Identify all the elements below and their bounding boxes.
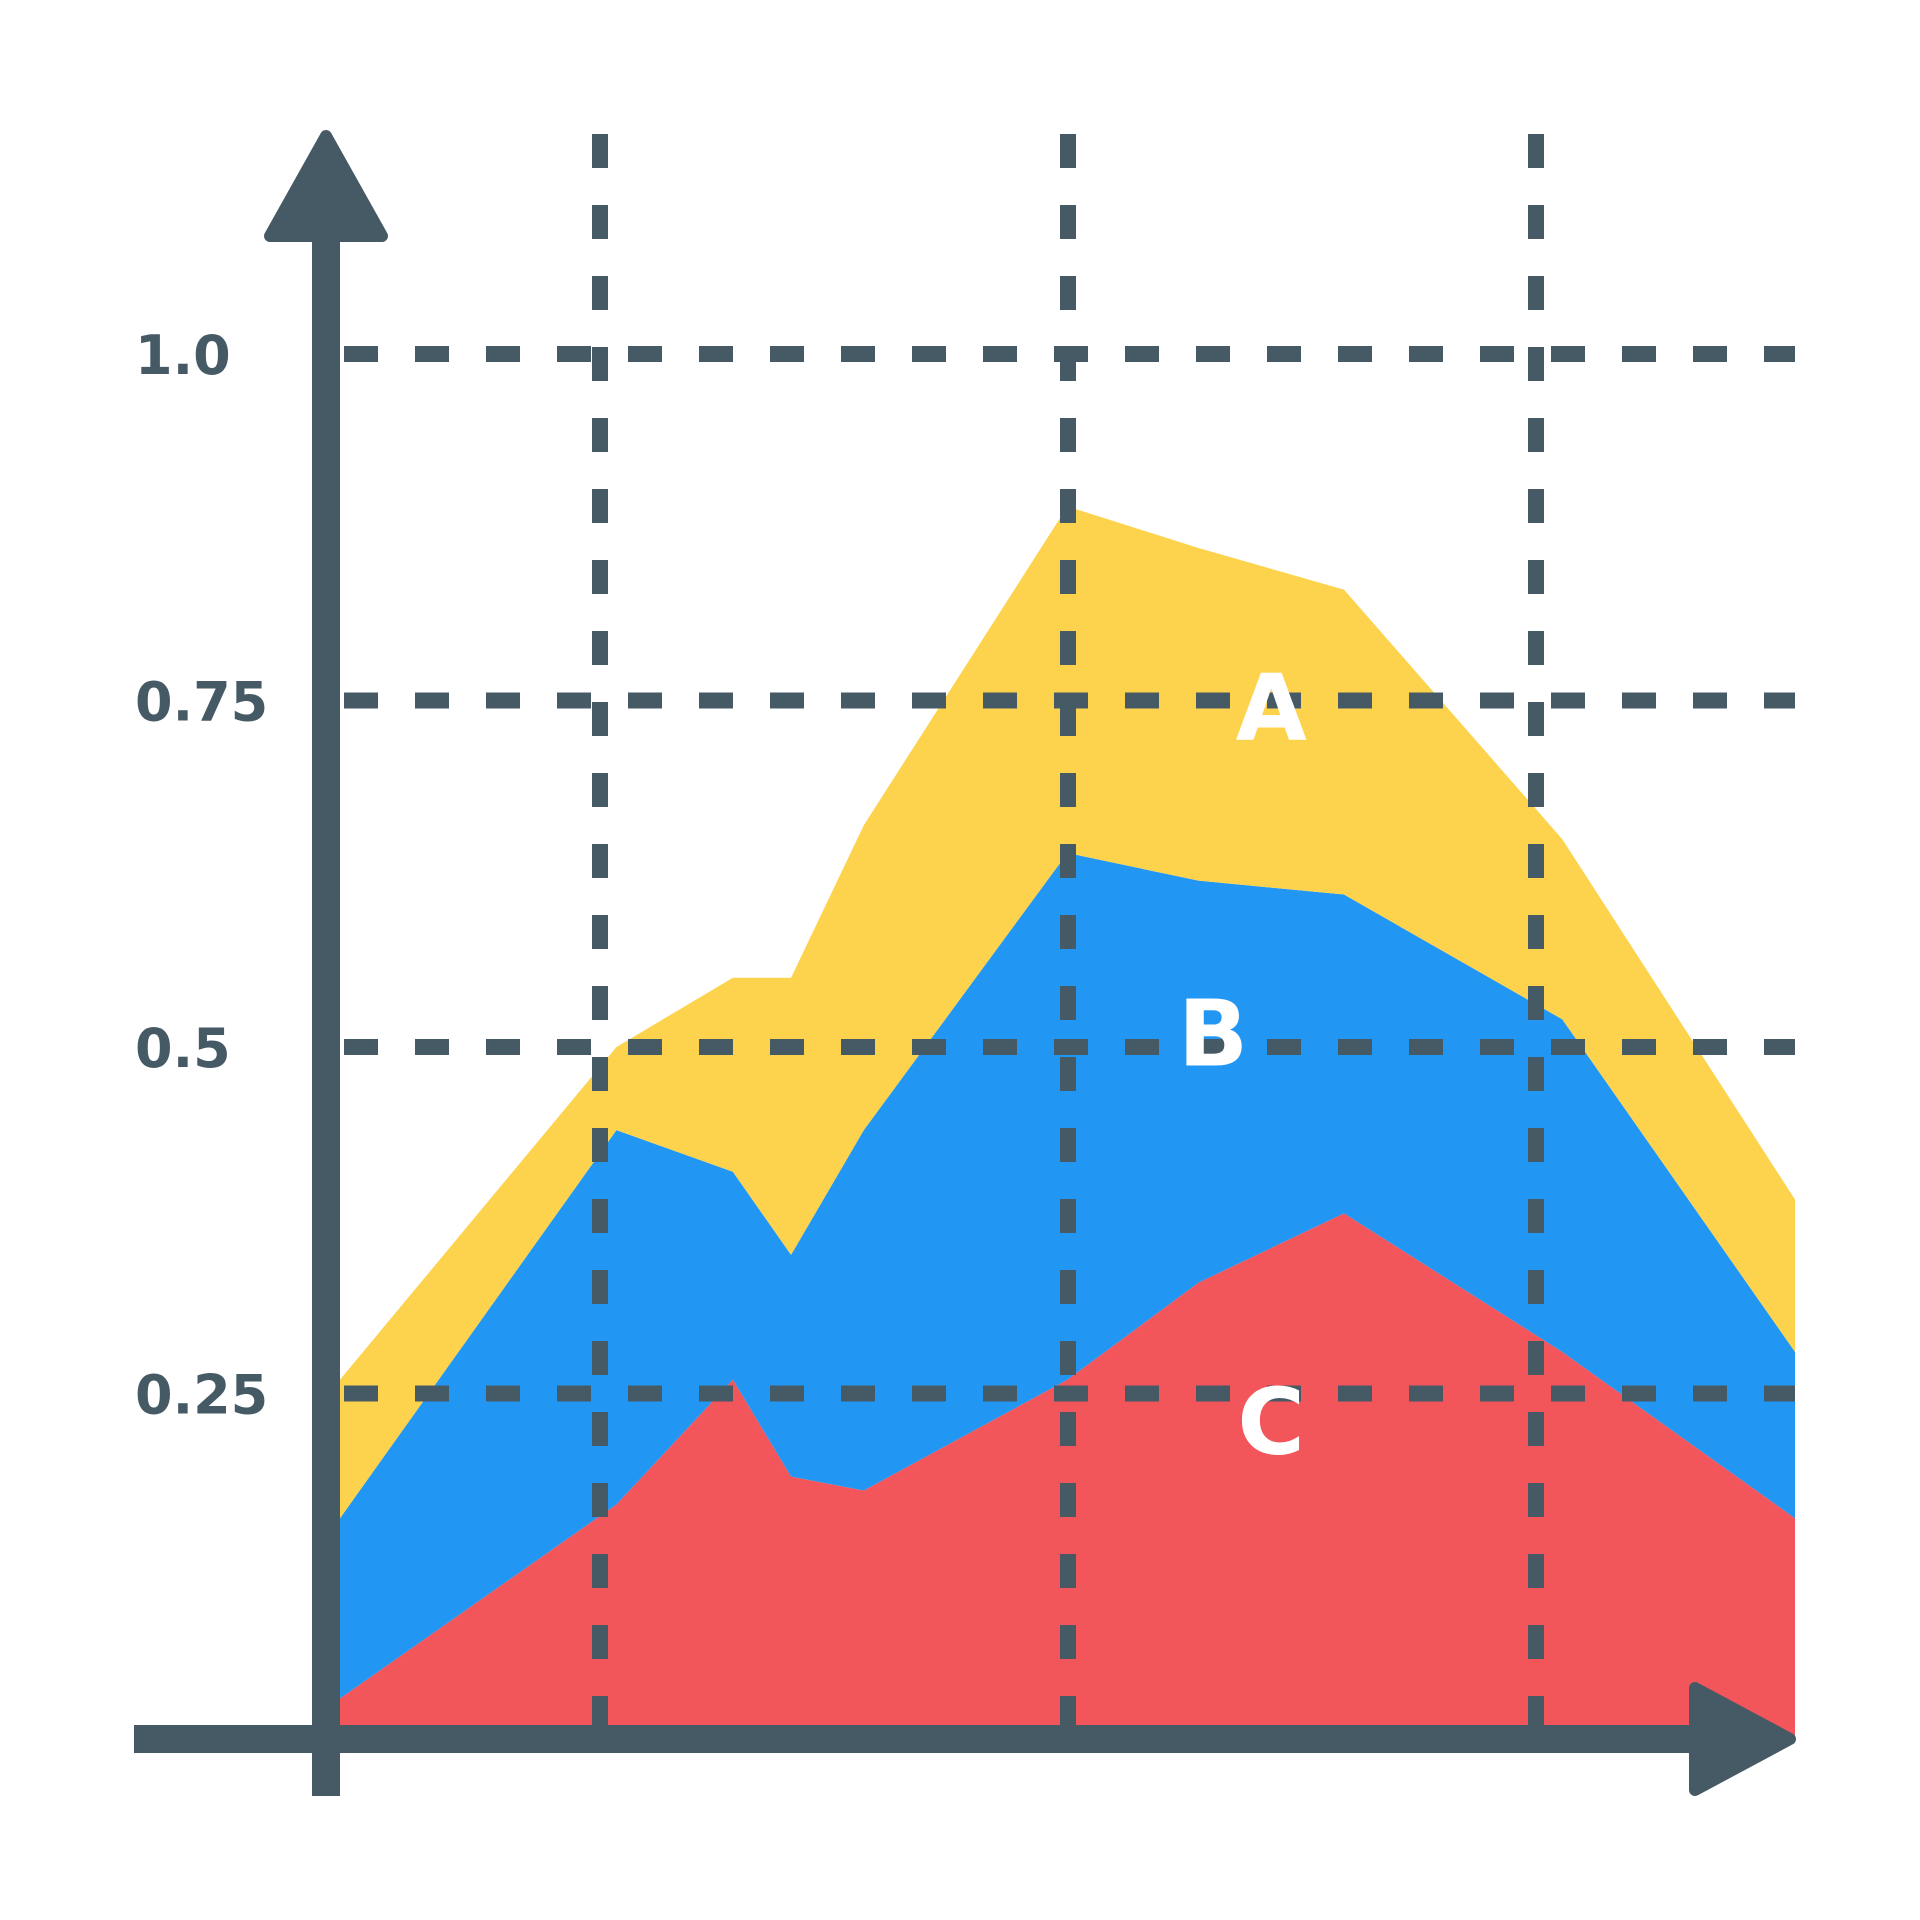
axes (134, 130, 1796, 1796)
y-tick-label-0.25: 0.25 (135, 1364, 268, 1427)
series-labels: A B C (1178, 655, 1307, 1476)
grid-lines (344, 134, 1795, 1728)
y-axis-arrow-icon (264, 130, 388, 242)
series-label-a: A (1236, 655, 1307, 762)
series-label-c: C (1237, 1369, 1305, 1476)
y-tick-labels: 0.25 0.5 0.75 1.0 (135, 324, 268, 1427)
y-tick-label-0.5: 0.5 (135, 1017, 231, 1080)
area-series-a (340, 506, 1795, 1519)
series-label-b: B (1178, 980, 1248, 1087)
x-axis-line (134, 1725, 1704, 1753)
y-tick-label-1.0: 1.0 (135, 324, 231, 387)
area-series-c (340, 1213, 1795, 1740)
y-axis-line (312, 228, 340, 1796)
x-axis-arrow-icon (1689, 1682, 1796, 1796)
y-tick-label-0.75: 0.75 (135, 671, 268, 734)
